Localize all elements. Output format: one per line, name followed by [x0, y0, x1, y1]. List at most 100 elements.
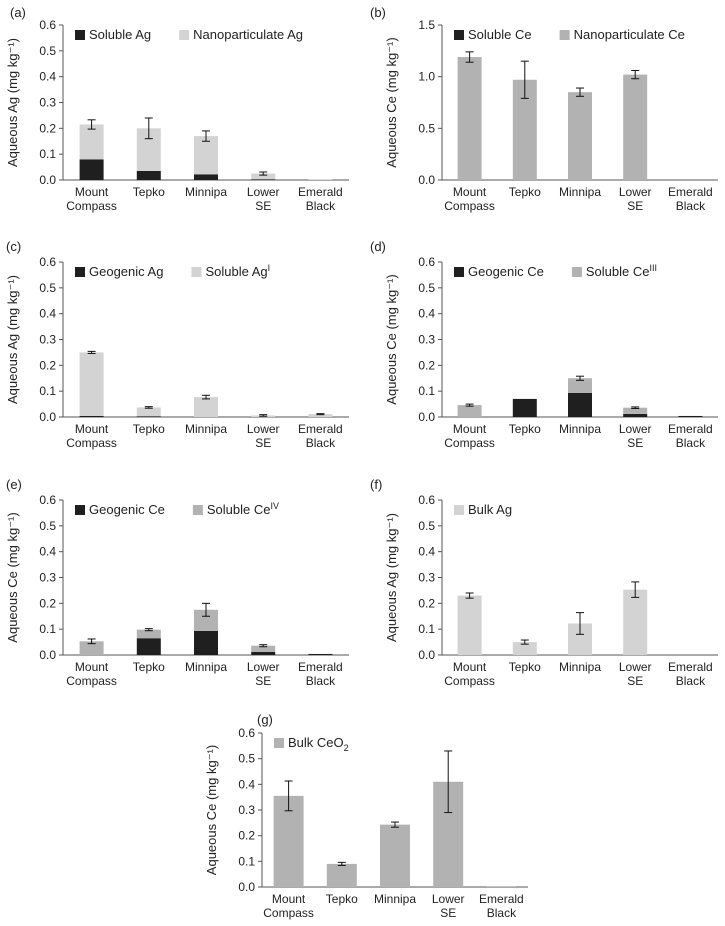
bar-segment — [79, 124, 104, 160]
chart-panel: (a) 0.0 0.1 0.2 0.3 0.4 0.5 0.6 Aqueous Ag (mg k… — [5, 5, 349, 213]
legend-label: Soluble CeIII — [586, 263, 657, 279]
y-tick-label: 0.0 — [418, 173, 435, 187]
y-tick-label: 0.5 — [39, 44, 56, 58]
y-tick-label: 0.1 — [39, 384, 56, 398]
legend-swatch — [571, 267, 582, 277]
y-tick-label: 0.0 — [39, 648, 56, 662]
legend-text: Soluble Ag — [205, 264, 267, 279]
bar-segment — [79, 159, 104, 180]
bar-segment — [457, 595, 482, 655]
legend-swatch — [454, 267, 464, 277]
bar-segment — [568, 92, 592, 180]
y-tick-label: 0.3 — [418, 571, 435, 585]
x-tick-label: Compass — [444, 436, 495, 450]
y-tick-label: 0.4 — [39, 70, 56, 84]
y-tick-label: 0.1 — [39, 147, 56, 161]
y-tick-label: 0.0 — [238, 880, 255, 894]
y-tick-label: 0.0 — [418, 648, 435, 662]
bar-segment — [308, 414, 333, 417]
legend-label: Bulk CeO2 — [288, 735, 349, 753]
x-tick-label: Compass — [263, 906, 314, 920]
bar-segment — [136, 629, 161, 639]
x-tick-label: Compass — [66, 436, 117, 450]
bar-segment — [136, 416, 161, 417]
panel-label: (g) — [257, 712, 273, 727]
y-tick-label: 0.2 — [39, 596, 56, 610]
bar-segment — [194, 630, 218, 655]
bar-segment — [194, 174, 218, 180]
y-tick-label: 0.6 — [418, 255, 435, 269]
x-tick-label: Tepko — [509, 660, 541, 674]
y-tick-label: 1.0 — [418, 70, 435, 84]
x-tick-label: Emerald — [668, 185, 713, 199]
panel-label: (a) — [10, 5, 26, 20]
legend-swatch — [75, 30, 85, 40]
legend-text: Geogenic Ce — [89, 502, 165, 517]
panel-label: (d) — [370, 239, 386, 254]
x-tick-label: SE — [255, 674, 271, 688]
x-tick-label: Emerald — [479, 892, 524, 906]
x-tick-label: Lower — [247, 422, 280, 436]
y-axis-label: Aqueous Ce (mg kg⁻¹) — [384, 37, 399, 167]
bar-segment — [457, 405, 482, 417]
legend-swatch — [454, 30, 464, 40]
legend-text: Bulk Ag — [468, 502, 512, 517]
x-tick-label: Compass — [444, 674, 495, 688]
legend-superscript: IV — [271, 501, 280, 511]
legend-label: Nanoparticulate Ag — [193, 27, 303, 42]
bar-segment — [326, 863, 357, 887]
y-tick-label: 0.4 — [238, 777, 255, 791]
legend-swatch — [454, 505, 464, 515]
legend-text: Soluble Ag — [89, 27, 151, 42]
x-tick-label: SE — [255, 199, 271, 213]
x-tick-label: Black — [487, 906, 517, 920]
x-tick-label: Lower — [619, 422, 652, 436]
bar-segment — [251, 651, 276, 655]
y-axis-label: Aqueous Ag (mg kg⁻¹) — [5, 275, 20, 404]
legend-label: Geogenic Ce — [468, 264, 544, 279]
x-tick-label: Emerald — [668, 422, 713, 436]
y-tick-label: 0.1 — [39, 622, 56, 636]
y-tick-label: 0.6 — [39, 18, 56, 32]
y-tick-label: 0.2 — [39, 121, 56, 135]
y-tick-label: 0.2 — [418, 358, 435, 372]
bar-segment — [457, 57, 482, 180]
x-tick-label: Tepko — [326, 892, 358, 906]
bar-segment — [623, 407, 648, 414]
y-tick-label: 0.3 — [418, 333, 435, 347]
legend-swatch — [274, 738, 284, 748]
bar-segment — [623, 589, 648, 655]
bar-segment — [251, 173, 276, 180]
x-tick-label: Minnipa — [185, 422, 227, 436]
x-tick-label: Mount — [453, 660, 487, 674]
y-tick-label: 0.3 — [39, 333, 56, 347]
x-tick-label: Lower — [619, 185, 652, 199]
legend-label: Soluble Ce — [468, 27, 532, 42]
y-tick-label: 1.5 — [418, 18, 435, 32]
x-tick-label: SE — [440, 906, 456, 920]
legend-swatch — [179, 30, 190, 40]
x-tick-label: Emerald — [668, 660, 713, 674]
legend-label: Bulk Ag — [468, 502, 512, 517]
y-tick-label: 0.6 — [238, 726, 255, 740]
x-tick-label: Minnipa — [559, 660, 601, 674]
bar-segment — [568, 378, 592, 393]
legend-subscript: 2 — [344, 743, 349, 753]
y-axis-label: Aqueous Ag (mg kg⁻¹) — [5, 38, 20, 167]
x-tick-label: Black — [676, 674, 706, 688]
x-tick-label: Black — [306, 199, 336, 213]
panel-label: (c) — [6, 239, 21, 254]
y-tick-label: 0.4 — [418, 307, 435, 321]
bar-segment — [251, 645, 276, 652]
x-tick-label: Lower — [247, 185, 280, 199]
bar-segment — [512, 642, 537, 655]
x-tick-label: SE — [255, 436, 271, 450]
y-tick-label: 0.5 — [238, 752, 255, 766]
y-tick-label: 0.3 — [238, 803, 255, 817]
bar-segment — [136, 407, 161, 417]
x-tick-label: Mount — [453, 185, 487, 199]
y-tick-label: 0.1 — [418, 622, 435, 636]
bar-segment — [623, 74, 648, 180]
panel-label: (f) — [370, 477, 382, 492]
